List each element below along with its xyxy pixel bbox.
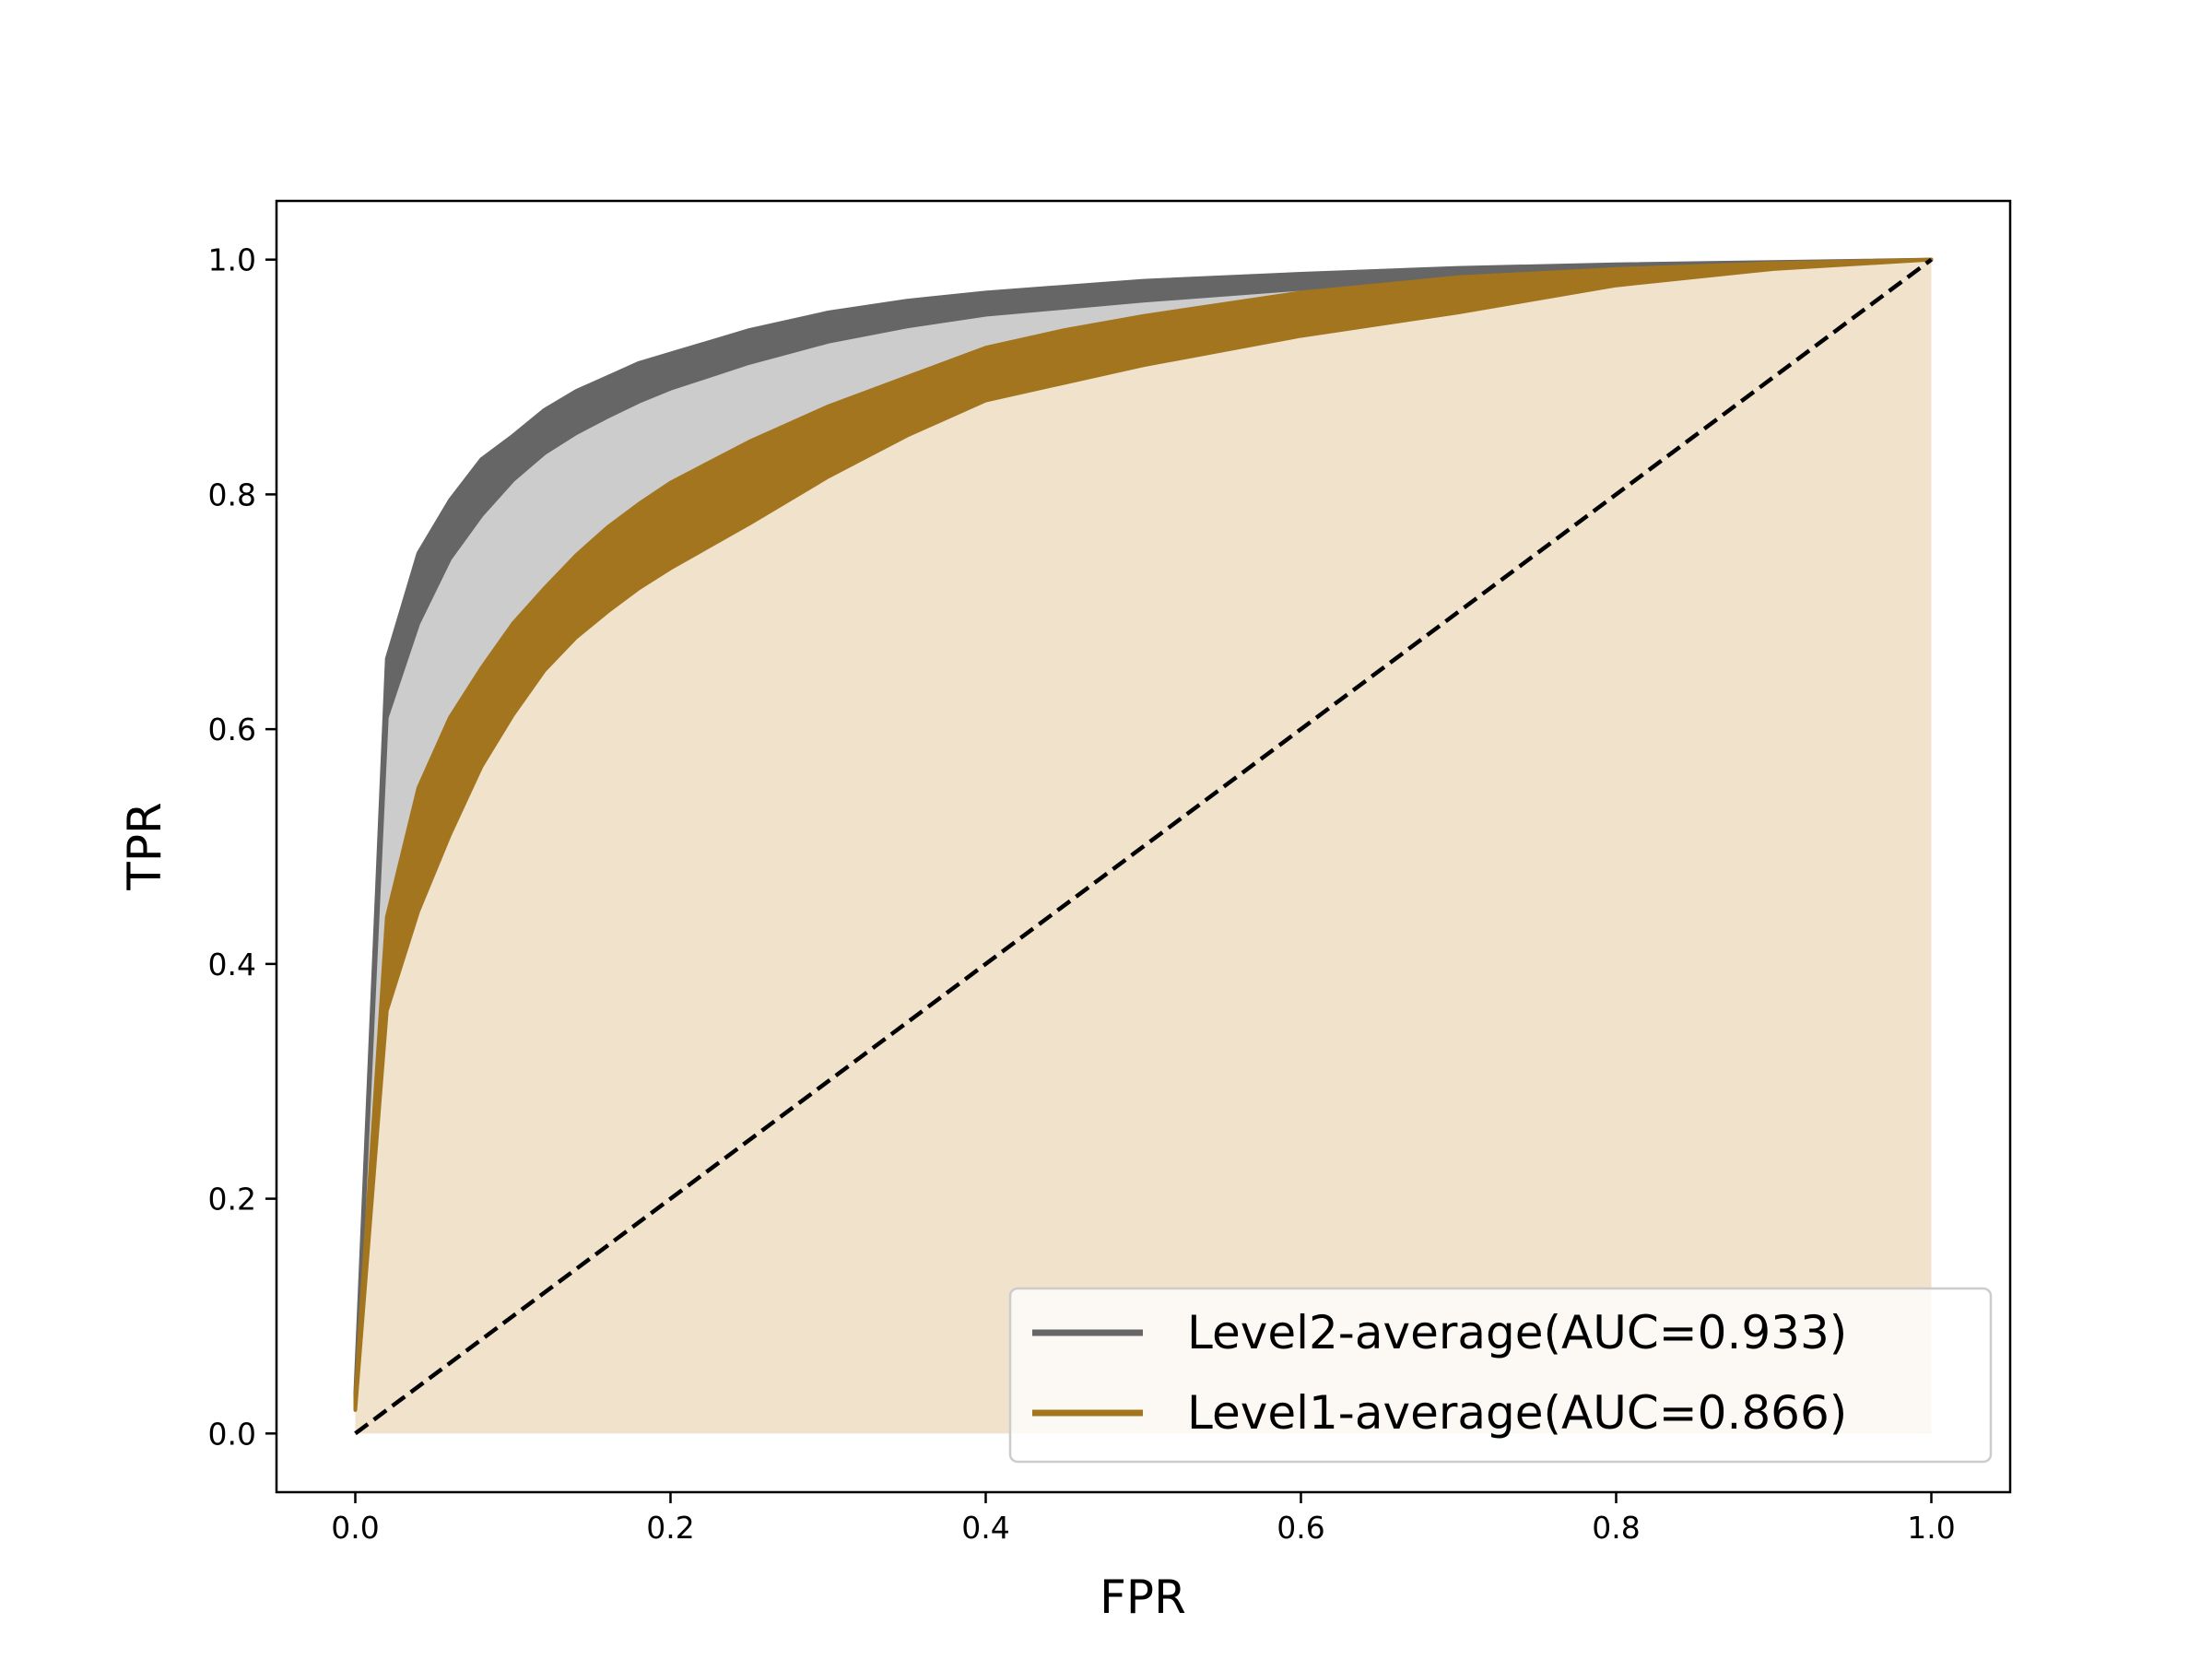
axes-frame	[275, 199, 2012, 1494]
y-tick-label: 0.0	[208, 1416, 256, 1452]
y-axis-label: TPR	[118, 802, 171, 890]
y-tick-label: 0.6	[208, 712, 256, 747]
x-tick-label: 0.6	[1277, 1510, 1324, 1546]
legend-label-level1: Level1-average(AUC=0.866)	[1187, 1386, 1847, 1440]
x-tick-label: 0.4	[961, 1510, 1009, 1546]
x-tick-label: 1.0	[1907, 1510, 1955, 1546]
plot-area	[353, 257, 1934, 1436]
x-tick-label: 0.8	[1592, 1510, 1640, 1546]
legend-label-level2: Level2-average(AUC=0.933)	[1187, 1306, 1847, 1359]
y-tick-label: 0.8	[208, 477, 256, 512]
legend-box	[1008, 1287, 1993, 1464]
x-axis-label: FPR	[1100, 1571, 1186, 1624]
y-tick-label: 0.4	[208, 947, 256, 982]
chance-diagonal-line	[354, 257, 1933, 1436]
x-axis: 0.0 0.2 0.4 0.6 0.8 1.0	[331, 1492, 1956, 1546]
y-tick-label: 0.2	[208, 1182, 256, 1218]
legend: Level2-average(AUC=0.933) Level1-average…	[1008, 1287, 1993, 1464]
x-tick-label: 0.0	[331, 1510, 379, 1546]
y-axis: 0.0 0.2 0.4 0.6 0.8 1.0	[208, 242, 276, 1452]
x-tick-label: 0.2	[646, 1510, 694, 1546]
level1-roc-band	[353, 257, 1934, 1412]
y-tick-label: 1.0	[208, 242, 256, 278]
